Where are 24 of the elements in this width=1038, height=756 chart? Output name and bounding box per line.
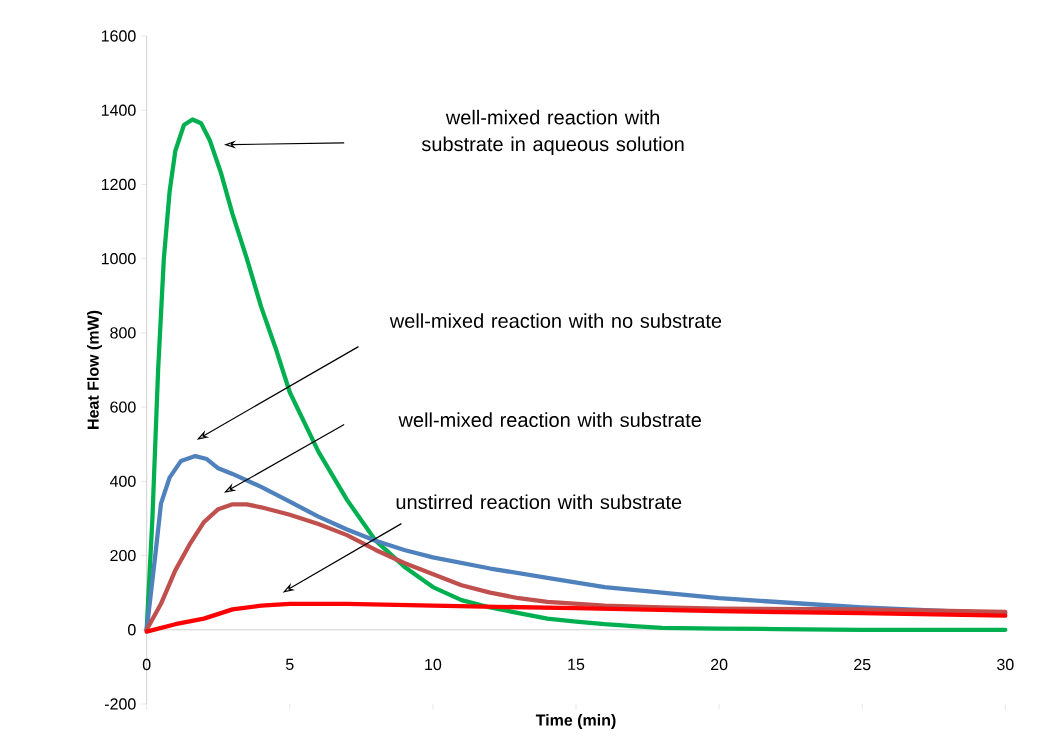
- annotation: unstirred reaction with substrate: [396, 494, 682, 510]
- annotation: well-mixed reaction with no substrate: [389, 313, 722, 328]
- x-tick-label: 5: [285, 658, 294, 670]
- y-tick-label: 1200: [101, 178, 136, 191]
- y-tick-label: 1600: [101, 30, 136, 42]
- x-tick-label: 10: [425, 658, 442, 671]
- x-axis-title: Time (min): [535, 714, 616, 729]
- x-tick-label: 30: [997, 658, 1014, 671]
- y-tick-label: 200: [110, 549, 136, 562]
- y-tick-label: 1400: [101, 104, 136, 116]
- y-tick-label: 0: [128, 624, 136, 636]
- y-tick-label: 600: [110, 401, 136, 413]
- y-axis-title: Heat Flow (mW): [87, 310, 102, 429]
- y-tick-label: 1000: [101, 253, 136, 265]
- line-series: [144, 601, 1008, 634]
- y-tick-label: 400: [109, 475, 136, 487]
- y-tick-label: -200: [104, 698, 136, 710]
- x-tick-label: 15: [568, 658, 585, 670]
- x-tick-label: 20: [711, 658, 728, 671]
- annotation: well-mixed reaction with substrate: [398, 412, 701, 428]
- x-tick-label: 0: [142, 658, 151, 671]
- annotation: well-mixed reaction with substrate in aqueous solution: [421, 109, 684, 156]
- y-tick-label: 800: [110, 327, 136, 339]
- x-tick-label: 25: [854, 658, 871, 671]
